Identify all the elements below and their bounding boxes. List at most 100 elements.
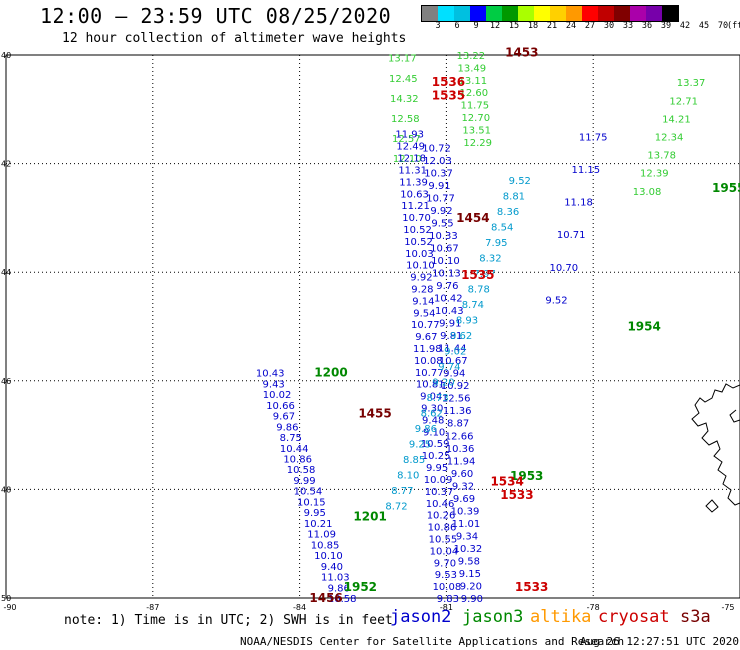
wave-height-label: 11.09 [307,530,336,541]
legend-s3a: s3a [680,607,711,627]
wave-height-label: 11.01 [452,519,481,530]
latitude-label: 40 [1,51,11,60]
pass-time-label: 1533 [515,580,548,594]
map-title: 12:00 – 23:59 UTC 08/25/2020 [40,4,392,28]
colorbar-tick-label: 70 [717,21,729,31]
wave-height-label: 9.04 [420,392,442,403]
wave-height-label: 9.20 [432,378,454,389]
wave-height-label: 12.34 [655,132,684,143]
wave-height-label: 12.39 [640,169,669,180]
wave-height-label: 9.74 [438,362,460,373]
colorbar-swatch [470,6,486,21]
wave-height-label: 8.36 [497,207,519,218]
wave-height-label: 9.83 [437,594,459,605]
wave-height-label: 11.75 [579,132,608,143]
wave-height-label: 9.91 [439,319,461,330]
wave-height-label: 8.81 [503,191,525,202]
wave-height-label: 12.45 [389,74,418,85]
wave-height-label: 10.15 [297,497,326,508]
wave-height-label: 10.52 [404,237,433,248]
pass-time-label: 1955 [712,181,740,195]
wave-height-label: 9.14 [412,296,434,307]
wave-height-label: 10.42 [434,294,463,305]
colorbar-swatch [486,6,502,21]
colorbar-swatch [614,6,630,21]
wave-height-label: 10.55 [429,534,458,545]
wave-height-label: 9.95 [304,508,326,519]
wave-height-label: 9.20 [460,581,482,592]
wave-height-label: 8.78 [468,284,490,295]
wave-height-label: 10.54 [294,487,323,498]
colorbar-swatch [566,6,582,21]
wave-height-label: 10.43 [435,306,464,317]
graticule [6,55,740,598]
wave-height-label: 13.17 [388,54,417,65]
wave-height-label: 9.53 [435,570,457,581]
wave-height-label: 10.92 [441,381,470,392]
wave-height-label: 11.36 [443,406,472,417]
wave-height-label: 7.97 [473,269,495,280]
wave-height-label: 8.73 [426,393,448,404]
wave-height-label: 9.43 [263,379,285,390]
wave-height-label: 11.03 [321,573,350,584]
wave-height-label: 10.81 [416,380,445,391]
colorbar-swatch [502,6,518,21]
wave-height-label: 10.70 [550,263,579,274]
wave-height-label: 14.32 [390,94,419,105]
wave-height-label: 8.72 [385,502,407,513]
pass-time-label: 1454 [456,211,489,225]
wave-height-label: 10.37 [425,487,454,498]
wave-height-label: 9.67 [273,412,295,423]
colorbar [421,5,679,22]
pass-time-label: 1200 [314,366,347,380]
wave-height-label: 10.58 [287,465,316,476]
wave-height-label: 13.49 [458,63,487,74]
wave-height-label: 10.70 [402,213,431,224]
wave-height-label: 10.67 [439,356,468,367]
wave-height-label: 8.54 [491,222,513,233]
colorbar-labels: 3 6 9 12 15 18 21 24 27 30 33 36 39 42 45 70 [421,21,729,33]
wave-height-label: 10.66 [266,401,295,412]
wave-height-label: 10.37 [424,168,453,179]
wave-height-label: 11.75 [460,101,489,112]
wave-height-label: 11.31 [398,165,427,176]
wave-height-label: 10.33 [429,231,458,242]
wave-height-label: 10.03 [405,249,434,260]
wave-height-label: 13.51 [462,125,491,136]
wave-height-label: 11.98 [413,344,442,355]
wave-height-label: 12.18 [397,154,426,165]
wave-height-label: 11.44 [438,344,467,355]
wave-height-label: 9.95 [426,463,448,474]
latitude-label: 44 [1,268,11,277]
wave-height-label: 12.03 [423,156,452,167]
latitude-label: 48 [1,485,11,494]
wave-height-label: 13.22 [457,51,486,62]
colorbar-tick-label: 12 [489,21,501,31]
wave-height-label: 10.04 [430,546,459,557]
wave-height-label: 12.49 [396,142,425,153]
wave-height-label: 12.70 [461,113,490,124]
colorbar-swatch [598,6,614,21]
longitude-label: -87 [146,603,159,612]
longitude-label: -81 [440,603,453,612]
wave-height-label: 10.21 [304,519,333,530]
wave-height-label: 12.58 [391,114,420,125]
colorbar-tick-label: 9 [473,21,479,31]
wave-height-label: 9.58 [458,556,480,567]
wave-height-label: 11.39 [399,177,428,188]
longitude-label: -84 [293,603,306,612]
wave-height-label: 10.59 [421,439,450,450]
wave-height-label: 10.08 [414,356,443,367]
pass-time-label: 1534 [490,474,523,488]
colorbar-tick-label: 36 [641,21,653,31]
wave-height-label: 9.52 [545,295,567,306]
wave-height-label: 9.67 [415,332,437,343]
longitude-label: -78 [587,603,600,612]
wave-height-label: 10.08 [433,582,462,593]
latitude-label: 50 [1,594,11,603]
map-frame [5,54,740,599]
colorbar-unit: (ft) [727,21,740,31]
wave-height-label: 10.46 [426,499,455,510]
colorbar-swatch [646,6,662,21]
